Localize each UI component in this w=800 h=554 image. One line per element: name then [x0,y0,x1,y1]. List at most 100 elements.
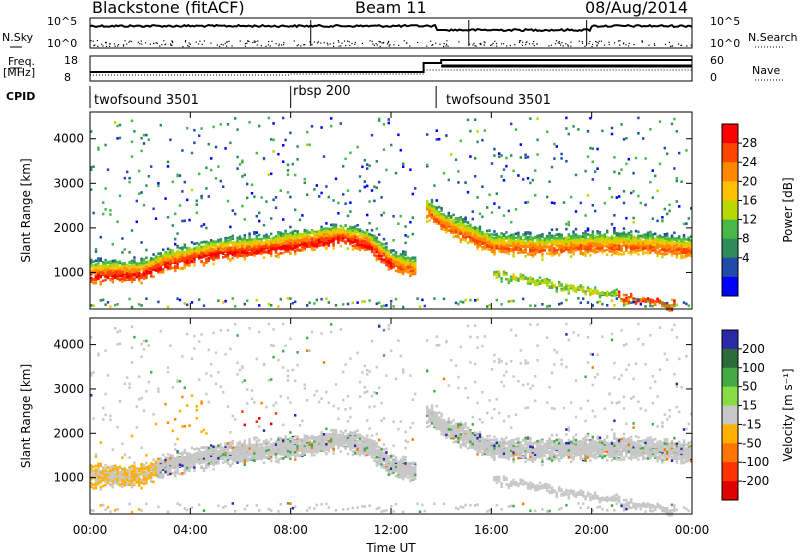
power-cell [550,246,554,249]
power-cell [97,148,100,151]
power-cell [193,247,196,250]
nsearch-dot [332,42,335,44]
power-cell [178,267,182,271]
power-cell [354,244,357,247]
power-cell [529,243,532,247]
power-cell [325,222,328,225]
power-cell [349,151,352,155]
power-cell [224,238,227,241]
power-cell [546,195,549,199]
power-cell [440,209,443,212]
power-cell [238,235,242,238]
power-cell [344,235,347,239]
power-cell [121,280,124,283]
nsearch-dot [311,44,313,46]
power-cell [332,242,335,245]
power-cell [476,240,479,243]
power-cell [169,265,172,268]
power-cell [478,212,482,216]
power-cell [529,280,532,283]
power-cell [253,231,256,234]
power-cell [498,155,501,159]
power-cell [452,235,455,239]
power-cell [505,251,508,254]
power-cell [114,264,117,267]
power-cell [315,235,318,239]
power-cell [150,165,153,168]
power-cell [140,304,143,307]
nsearch-dot [199,40,201,42]
nsearch-dot [140,40,142,42]
nsearch-dot [443,43,445,45]
power-cell [260,249,263,252]
power-cell [133,270,136,274]
power-cell [462,232,465,236]
power-cell [368,236,371,240]
power-cell [243,245,246,248]
power-cell [411,232,414,236]
nsearch-dot [680,44,683,46]
nsearch-dot [139,43,141,45]
power-cell [195,211,198,215]
power-cell [351,226,354,229]
nsearch-dot [220,43,222,45]
power-cell [522,250,525,254]
power-cell [166,160,170,164]
power-cell [548,245,551,248]
power-cell [450,227,453,231]
nsearch-dot [145,42,147,44]
nsearch-dot [105,41,107,44]
power-cell [370,250,374,254]
power-cell [202,262,206,265]
power-cell [351,244,354,248]
power-cell [464,181,467,184]
power-cell [380,305,383,308]
power-cell [536,138,539,142]
power-cell [195,252,198,255]
power-cell [375,237,378,240]
nave-label: Nave [752,64,781,77]
power-cell [92,278,95,281]
power-cell [118,268,122,271]
power-cell [274,237,278,241]
nsearch-dot [690,44,692,46]
power-cell [342,231,345,234]
power-cell [538,248,542,252]
power-cell [546,284,549,287]
power-cell [142,265,146,268]
power-cell [325,241,328,245]
power-cell [368,200,371,203]
power-cell [265,233,268,237]
power-cell [404,256,407,260]
power-cell [385,263,388,267]
power-cell [322,243,326,246]
power-cell [505,277,508,281]
power-cell [205,254,208,258]
nsearch-dot [333,45,335,47]
nsearch-dot [228,40,230,42]
nsearch-dot [589,41,591,43]
power-cell [306,143,309,147]
power-cell [356,239,359,243]
power-cell [483,242,486,245]
power-cell [500,244,503,247]
power-cell [234,254,237,258]
power-cell [474,175,477,178]
power-cell [476,247,479,251]
power-cell [529,181,532,185]
power-cell [354,236,357,239]
power-cell [138,169,141,173]
power-cell [260,245,263,248]
power-cell [279,231,282,235]
nsearch-dot [382,41,385,44]
power-cell [394,171,398,175]
power-cell [241,237,244,241]
freq-axis-top: 18 [64,54,78,67]
power-cell [543,239,546,242]
nsearch-dot [506,45,508,47]
power-cell [214,250,218,253]
power-cell [279,247,282,251]
power-cell [296,240,299,244]
power-cell [176,232,179,235]
power-cell [123,248,126,251]
